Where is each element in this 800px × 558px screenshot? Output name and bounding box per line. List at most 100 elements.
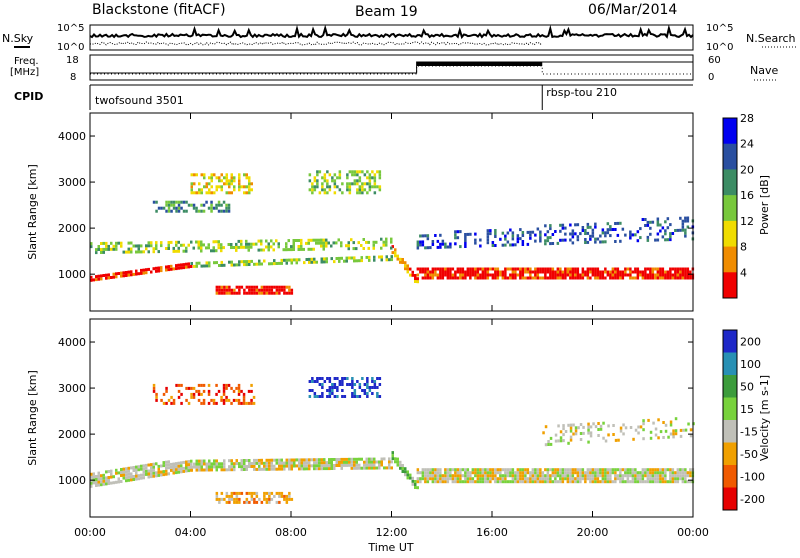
heatmap-cell [666, 468, 670, 472]
heatmap-cell [95, 484, 98, 487]
heatmap-cell [315, 464, 318, 468]
heatmap-cell [421, 267, 425, 271]
heatmap-cell [651, 267, 655, 271]
heatmap-cell [426, 276, 430, 280]
heatmap-cell [629, 480, 632, 484]
heatmap-cell [664, 477, 667, 481]
heatmap-cell [270, 239, 273, 243]
heatmap-cell [644, 270, 647, 274]
y-tick-label: 4000 [58, 336, 86, 349]
heatmap-cell [504, 243, 507, 247]
heatmap-cell [177, 203, 181, 207]
heatmap-cell [197, 240, 200, 244]
time-tick-label: 20:00 [577, 526, 609, 539]
heatmap-cell [426, 234, 430, 238]
heatmap-cell [454, 273, 457, 277]
heatmap-cell [676, 474, 680, 478]
heatmap-cell [323, 188, 327, 192]
heatmap-cell [659, 276, 662, 280]
heatmap-cell [646, 468, 650, 472]
heatmap-cell [182, 469, 185, 473]
heatmap-cell [292, 239, 295, 242]
heatmap-cell [486, 229, 490, 233]
heatmap-cell [574, 480, 577, 484]
heatmap-cell [193, 465, 196, 469]
heatmap-cell [669, 267, 672, 271]
heatmap-cell [571, 276, 575, 280]
heatmap-cell [416, 273, 420, 277]
heatmap-cell [649, 474, 652, 478]
heatmap-cell [228, 288, 231, 292]
heatmap-cell [544, 273, 547, 277]
heatmap-cell [681, 267, 685, 271]
heatmap-cell [160, 244, 163, 248]
heatmap-cell [177, 467, 180, 471]
radar-title: Blackstone (fitACF) [92, 2, 226, 18]
time-tick-label: 00:00 [74, 526, 106, 539]
heatmap-cell [564, 430, 568, 433]
heatmap-cell [175, 471, 178, 475]
heatmap-cell [669, 432, 673, 436]
y-tick-label: 1000 [58, 268, 86, 281]
heatmap-cell [270, 497, 274, 501]
heatmap-cell [636, 270, 640, 274]
heatmap-cell [210, 191, 213, 195]
heatmap-cell [649, 232, 652, 236]
heatmap-cell [120, 468, 123, 471]
heatmap-cell [684, 231, 687, 235]
heatmap-cell [195, 191, 198, 195]
heatmap-cell [641, 270, 645, 274]
heatmap-cell [686, 471, 690, 475]
heatmap-cell [519, 276, 522, 280]
heatmap-cell [466, 267, 470, 271]
heatmap-cell [474, 276, 477, 280]
heatmap-cell [367, 240, 370, 244]
heatmap-cell [248, 260, 251, 263]
heatmap-cell [122, 271, 125, 275]
heatmap-cell [656, 273, 660, 277]
heatmap-cell [278, 491, 281, 495]
heatmap-cell [345, 463, 348, 467]
heatmap-cell [345, 244, 348, 248]
heatmap-cell [177, 249, 180, 253]
heatmap-cell [220, 209, 223, 213]
heatmap-cell [315, 458, 318, 462]
noise-left-label: N.Sky [2, 32, 34, 45]
heatmap-cell [509, 474, 512, 478]
freq-left-label-2: [MHz] [10, 67, 39, 78]
heatmap-cell [220, 203, 223, 207]
heatmap-cell [373, 466, 376, 470]
heatmap-cell [561, 477, 565, 481]
heatmap-cell [581, 267, 585, 271]
heatmap-cell [243, 260, 246, 264]
heatmap-cell [544, 224, 547, 228]
heatmap-cell [476, 270, 480, 274]
heatmap-cell [263, 285, 266, 289]
heatmap-cell [217, 243, 220, 247]
heatmap-cell [316, 173, 319, 177]
heatmap-cell [165, 389, 168, 393]
heatmap-cell [235, 497, 239, 501]
heatmap-cell [295, 261, 298, 265]
heatmap-cell [115, 272, 118, 276]
heatmap-cell [253, 288, 256, 292]
heatmap-cell [416, 246, 420, 250]
heatmap-cell [406, 267, 409, 271]
heatmap-cell [489, 471, 492, 475]
heatmap-cell [155, 398, 158, 402]
heatmap-cell [576, 276, 580, 280]
heatmap-cell [105, 482, 108, 486]
heatmap-cell [222, 389, 226, 393]
heatmap-cell [357, 241, 360, 245]
heatmap-cell [449, 468, 452, 472]
time-axis-label: Time UT [367, 541, 413, 554]
heatmap-cell [506, 468, 510, 472]
heatmap-cell [591, 273, 595, 277]
heatmap-cell [135, 468, 138, 472]
heatmap-cell [434, 468, 437, 472]
heatmap-cell [656, 223, 660, 227]
heatmap-cell [569, 474, 572, 478]
heatmap-cell [318, 191, 322, 195]
heatmap-cell [656, 468, 660, 472]
heatmap-cell [372, 240, 375, 244]
